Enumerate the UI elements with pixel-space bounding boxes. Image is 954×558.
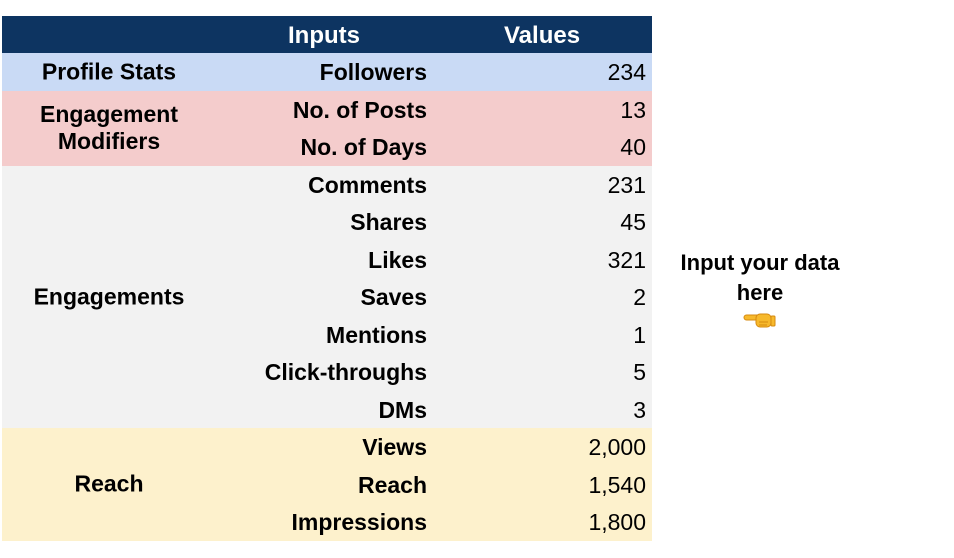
table-row: Saves 2 <box>2 278 652 316</box>
value-cell-shares[interactable]: 45 <box>620 209 646 235</box>
input-label-posts: No. of Posts <box>292 96 427 123</box>
section-profile-stats: Profile Stats Followers 234 <box>2 53 652 91</box>
table-row: Click-throughs 5 <box>2 353 652 391</box>
values-column-header: Values <box>504 22 581 49</box>
value-cell-comments[interactable]: 231 <box>607 171 646 198</box>
note-text: Input your data here <box>680 250 840 305</box>
input-label-likes: Likes <box>368 246 427 273</box>
metrics-table: Inputs Values Profile Stats Followers 23… <box>2 16 652 541</box>
value-cell-followers[interactable]: 234 <box>607 59 646 85</box>
table-row: Impressions 1,800 <box>2 503 652 541</box>
inputs-column-header: Inputs <box>288 22 360 49</box>
section-label-engagement-modifiers: Engagement Modifiers <box>39 101 179 154</box>
table-row: DMs 3 <box>2 391 652 429</box>
value-cell-views[interactable]: 2,000 <box>588 434 646 460</box>
table-row: No. of Days 40 <box>2 128 652 166</box>
input-label-shares: Shares <box>350 209 427 235</box>
value-cell-posts[interactable]: 13 <box>620 96 646 123</box>
input-label-followers: Followers <box>319 59 427 85</box>
table-row: Views 2,000 <box>2 428 652 466</box>
section-engagements: Engagements Comments 231 Shares 45 Likes… <box>2 165 652 429</box>
input-label-impressions: Impressions <box>291 509 428 535</box>
table-row: No. of Posts 13 <box>2 91 652 129</box>
table-row: Reach 1,540 <box>2 466 652 504</box>
table-header: Inputs Values <box>2 16 652 53</box>
section-label-reach: Reach <box>74 470 144 497</box>
value-cell-days[interactable]: 40 <box>620 134 646 160</box>
table-row: Comments 231 <box>2 166 652 204</box>
section-reach: Reach Views 2,000 Reach 1,540 Impression… <box>2 428 652 541</box>
input-label-click-throughs: Click-throughs <box>264 359 427 385</box>
value-cell-click-throughs[interactable]: 5 <box>633 359 646 385</box>
value-cell-dms[interactable]: 3 <box>633 396 646 423</box>
input-label-days: No. of Days <box>300 134 427 160</box>
input-label-saves: Saves <box>360 284 427 310</box>
input-label-views: Views <box>362 434 427 460</box>
section-label-profile-stats: Profile Stats <box>41 58 177 85</box>
value-cell-reach[interactable]: 1,540 <box>588 471 646 498</box>
input-data-note: Input your data here <box>664 248 856 330</box>
input-label-comments: Comments <box>308 171 427 198</box>
table-row: Likes 321 <box>2 241 652 279</box>
value-cell-impressions[interactable]: 1,800 <box>588 509 646 535</box>
section-engagement-modifiers: Engagement Modifiers No. of Posts 13 No.… <box>2 90 652 166</box>
section-label-engagements: Engagements <box>33 283 185 310</box>
pointing-left-hand-icon <box>743 313 776 328</box>
table-row: Followers 234 <box>2 53 652 91</box>
input-label-mentions: Mentions <box>326 321 427 348</box>
value-cell-mentions[interactable]: 1 <box>633 321 646 348</box>
table-row: Shares 45 <box>2 203 652 241</box>
table-row: Mentions 1 <box>2 316 652 354</box>
value-cell-saves[interactable]: 2 <box>633 284 646 310</box>
value-cell-likes[interactable]: 321 <box>607 246 646 273</box>
input-label-dms: DMs <box>378 396 427 423</box>
input-label-reach: Reach <box>357 471 427 498</box>
